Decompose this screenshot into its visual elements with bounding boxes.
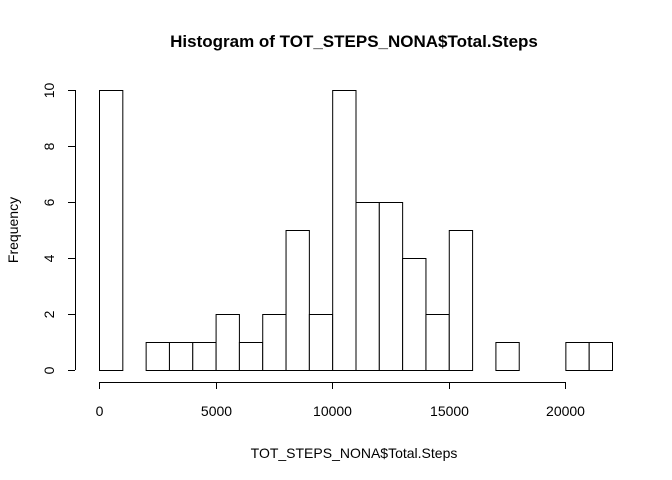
histogram-bar	[215, 314, 240, 371]
histogram-bar	[99, 90, 124, 371]
histogram-bar	[402, 258, 427, 371]
histogram-bar	[565, 342, 590, 371]
y-tick-label: 10	[41, 83, 57, 99]
y-axis-label: Frequency	[5, 197, 21, 263]
y-tick-label: 0	[41, 366, 57, 374]
histogram-bar	[448, 230, 474, 371]
chart-title: Histogram of TOT_STEPS_NONA$Total.Steps	[170, 32, 538, 51]
histogram-bar	[308, 314, 334, 371]
y-axis: 0 2 4 6 8 10	[41, 83, 76, 374]
histogram-bar	[168, 342, 194, 371]
y-tick-label: 2	[41, 310, 57, 318]
histogram-bar	[262, 314, 287, 371]
bars-group	[99, 90, 614, 371]
histogram-bar	[285, 230, 310, 371]
x-tick-label: 10000	[313, 403, 352, 419]
histogram-bar	[425, 314, 450, 371]
x-axis-label: TOT_STEPS_NONA$Total.Steps	[251, 445, 458, 461]
histogram-bar	[378, 202, 404, 371]
x-axis: 0 5000 10000 15000 20000	[96, 382, 585, 419]
x-tick-label: 0	[96, 403, 104, 419]
histogram-bar	[192, 342, 217, 371]
histogram-bar	[495, 342, 520, 371]
x-tick-label: 5000	[201, 403, 232, 419]
y-tick-label: 8	[41, 142, 57, 150]
y-tick-label: 6	[41, 198, 57, 206]
histogram-bar	[332, 90, 357, 371]
histogram-bar	[355, 202, 380, 371]
histogram-bar	[145, 342, 170, 371]
y-tick-label: 4	[41, 254, 57, 262]
histogram-bar	[588, 342, 614, 371]
x-tick-label: 15000	[430, 403, 469, 419]
histogram-bar	[238, 342, 264, 371]
x-tick-label: 20000	[546, 403, 585, 419]
